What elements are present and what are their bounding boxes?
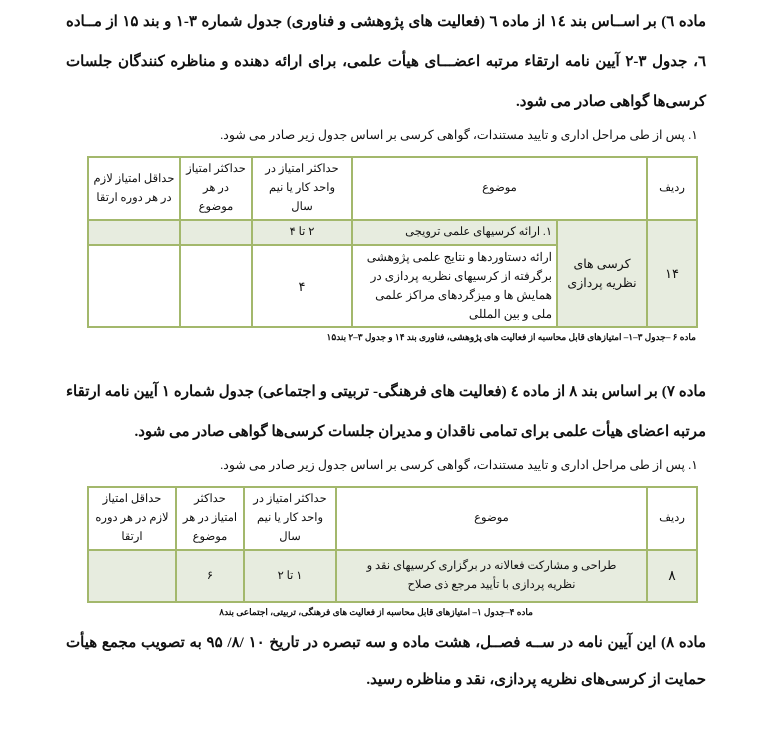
row-min-required — [87, 549, 177, 603]
article-6-table-caption: ماده ۶ –جدول ۳–۱– امتیازهای قابل محاسبه … — [326, 332, 696, 342]
header-row-number: ردیف — [646, 156, 698, 221]
header-max-unit: حداکثر امتیاز در واحد کار یا نیم سال — [251, 156, 353, 221]
table-row: ۸ طراحی و مشارکت فعالانه در برگزاری کرسی… — [87, 549, 698, 603]
row-min-required — [87, 219, 181, 246]
table-row: ارائه دستاوردها و نتایج علمی پژوهشی برگر… — [87, 244, 697, 328]
row-number: ۸ — [646, 549, 698, 603]
row-category: کرسی های نظریه پردازی — [556, 219, 648, 328]
header-min-required: حداقل امتیاز لازم در هر دوره ارتقا — [87, 156, 181, 221]
article-7-table: ردیف موضوع حداکثر امتیاز در واحد کار یا … — [87, 486, 698, 603]
article-7-paragraph: ماده ۷) بر اساس بند ۸ از ماده ٤ (فعالیت … — [66, 384, 706, 440]
header-max-topic: حداکثر امتیاز در هر موضوع — [175, 486, 245, 551]
row-min-required — [87, 244, 181, 328]
header-topic: موضوع — [351, 156, 648, 221]
article-7-item-1: ۱. پس از طی مراحل اداری و تایید مستندات،… — [220, 458, 698, 472]
document-page: ماده ٦) بر اســاس بند ١٤ از ماده ٦ (فعال… — [66, 14, 707, 688]
row-max-unit: ۱ تا ۲ — [243, 549, 337, 603]
row-max-topic — [179, 219, 253, 246]
header-max-topic: حداکثر امتیاز در هر موضوع — [179, 156, 253, 221]
article-8-paragraph: ماده ۸) این آیین نامه در ســه فصــل، هشت… — [66, 635, 707, 688]
article-6-item-1: ۱. پس از طی مراحل اداری و تایید مستندات،… — [220, 128, 698, 142]
row-topic: ارائه دستاوردها و نتایج علمی پژوهشی برگر… — [351, 244, 558, 328]
article-6-paragraph: ماده ٦) بر اســاس بند ١٤ از ماده ٦ (فعال… — [66, 14, 706, 110]
row-topic: طراحی و مشارکت فعالانه در برگزاری کرسیها… — [335, 549, 648, 603]
header-min-required: حداقل امتیاز لازم در هر دوره ارتقا — [87, 486, 177, 551]
table-row: ۱۴ کرسی های نظریه پردازی ۱. ارائه کرسیها… — [87, 219, 698, 328]
row-max-topic: ۶ — [175, 549, 245, 603]
header-max-unit: حداکثر امتیاز در واحد کار یا نیم سال — [243, 486, 337, 551]
article-6-table: ردیف موضوع حداکثر امتیاز در واحد کار یا … — [87, 156, 698, 328]
row-max-unit: ۲ تا ۴ — [251, 219, 353, 246]
header-row-number: ردیف — [646, 486, 698, 551]
article-7-table-caption: ماده ۴–جدول ۱– امتیازهای قابل محاسبه از … — [219, 607, 533, 617]
row-max-topic — [179, 244, 253, 328]
header-topic: موضوع — [335, 486, 648, 551]
row-max-unit: ۴ — [251, 244, 353, 328]
row-topic: ۱. ارائه کرسیهای علمی ترویجی — [351, 219, 558, 246]
row-number: ۱۴ — [646, 219, 698, 328]
